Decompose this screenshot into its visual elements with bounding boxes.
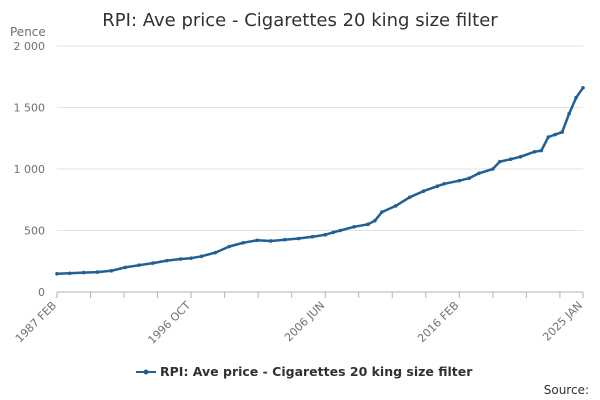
- data-point[interactable]: [491, 167, 495, 171]
- data-point[interactable]: [55, 271, 59, 276]
- data-point[interactable]: [567, 111, 571, 116]
- y-tick-label: 1 000: [14, 163, 46, 176]
- y-axis-ticks: 0 500 1 000 1 500 2 000: [14, 40, 46, 299]
- data-point[interactable]: [323, 233, 328, 237]
- data-point[interactable]: [331, 230, 336, 235]
- data-point[interactable]: [199, 254, 204, 259]
- data-point[interactable]: [137, 263, 141, 267]
- data-point[interactable]: [380, 210, 384, 214]
- data-point[interactable]: [241, 241, 245, 245]
- data-point[interactable]: [310, 234, 315, 239]
- data-point[interactable]: [553, 132, 558, 137]
- data-point[interactable]: [467, 176, 472, 181]
- data-point[interactable]: [546, 135, 551, 139]
- x-axis: 1987 FEB 1996 OCT 2006 JUN 2016 FEB 2025 JAN: [13, 291, 585, 347]
- legend-label: RPI: Ave price - Cigarettes 20 king size…: [160, 364, 473, 379]
- data-point[interactable]: [151, 261, 155, 265]
- y-tick-label: 1 500: [14, 102, 46, 115]
- data-point[interactable]: [81, 270, 86, 275]
- data-point[interactable]: [393, 204, 398, 208]
- data-point[interactable]: [518, 154, 523, 159]
- data-point[interactable]: [189, 256, 193, 260]
- y-tick-label: 0: [38, 286, 45, 299]
- data-point[interactable]: [213, 250, 218, 255]
- data-point[interactable]: [123, 265, 128, 270]
- data-point[interactable]: [509, 157, 513, 161]
- data-point[interactable]: [560, 130, 564, 134]
- data-point[interactable]: [227, 244, 232, 249]
- data-point[interactable]: [165, 258, 169, 263]
- series-layer: [55, 86, 585, 276]
- data-point[interactable]: [373, 218, 377, 223]
- data-point[interactable]: [366, 222, 370, 227]
- data-point[interactable]: [255, 238, 259, 243]
- data-point[interactable]: [269, 239, 273, 243]
- x-tick-label: 2006 JUN: [282, 299, 327, 344]
- data-point[interactable]: [338, 228, 343, 233]
- series-line: [55, 86, 585, 276]
- y-axis-unit-label: Pence: [10, 25, 46, 39]
- data-point[interactable]: [539, 148, 544, 153]
- chart-title: RPI: Ave price - Cigarettes 20 king size…: [102, 10, 498, 31]
- x-tick-label: 1996 OCT: [145, 299, 193, 347]
- data-point[interactable]: [532, 149, 537, 154]
- source-label: Source:: [544, 383, 589, 397]
- data-point[interactable]: [477, 171, 481, 176]
- x-tick-label: 1987 FEB: [13, 299, 59, 345]
- data-point[interactable]: [67, 271, 72, 276]
- y-tick-label: 2 000: [14, 40, 46, 53]
- data-point[interactable]: [178, 257, 183, 261]
- legend-swatch-marker: [143, 369, 149, 375]
- data-point[interactable]: [497, 159, 502, 164]
- y-tick-label: 500: [24, 225, 45, 238]
- legend[interactable]: RPI: Ave price - Cigarettes 20 king size…: [136, 364, 473, 379]
- data-point[interactable]: [95, 270, 100, 274]
- x-tick-label: 2025 JAN: [540, 299, 585, 344]
- data-point[interactable]: [435, 184, 440, 189]
- data-point[interactable]: [282, 237, 287, 242]
- data-point[interactable]: [574, 95, 578, 100]
- data-point[interactable]: [407, 195, 412, 200]
- data-point[interactable]: [296, 236, 301, 241]
- gridlines: [57, 45, 583, 231]
- data-point[interactable]: [421, 189, 426, 193]
- data-point[interactable]: [442, 181, 447, 186]
- data-point[interactable]: [352, 225, 356, 229]
- x-tick-label: 2016 FEB: [415, 299, 461, 345]
- data-point[interactable]: [581, 86, 585, 90]
- data-point[interactable]: [109, 269, 114, 273]
- data-point[interactable]: [457, 178, 462, 183]
